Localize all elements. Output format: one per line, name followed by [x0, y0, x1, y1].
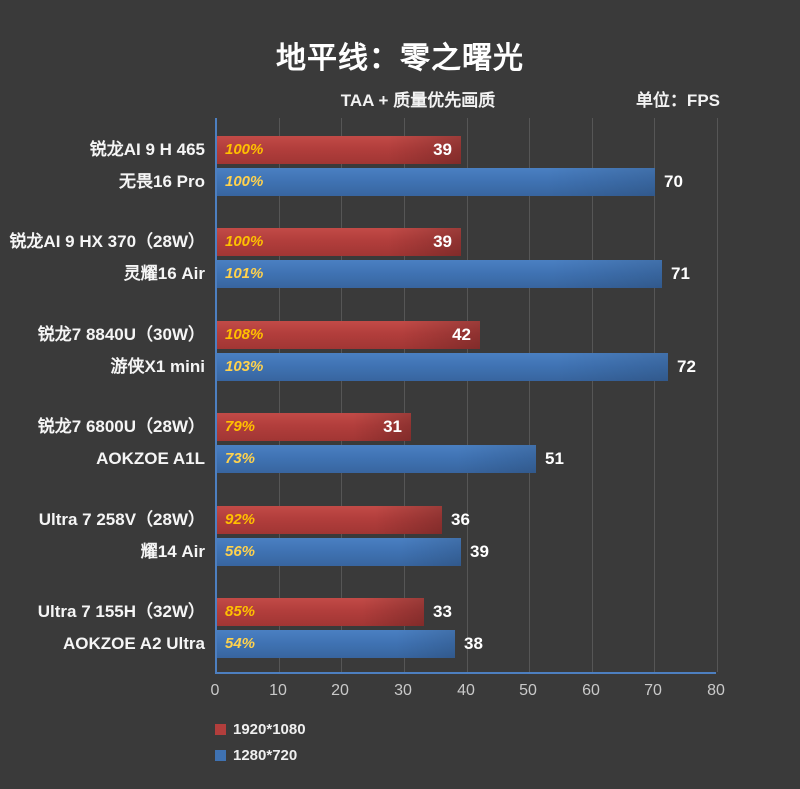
category-label-device: 耀14 Air: [140, 541, 205, 561]
chart-subtitle: TAA + 质量优先画质: [340, 91, 496, 110]
bar-group-2: 锐龙AI 9 HX 370（28W） 灵耀16 Air 100% 39 101% 71: [0, 210, 800, 303]
percent-label: 108%: [225, 325, 264, 343]
x-axis-tick-label: 10: [269, 682, 287, 699]
gridline-80: [717, 118, 718, 672]
percent-label: 79%: [225, 418, 256, 436]
bar-group-1: 锐龙AI 9 H 465 无畏16 Pro 100% 39 100% 70: [0, 118, 800, 211]
x-axis-tick-label: 20: [331, 682, 349, 699]
unit-label: 单位：FPS: [635, 91, 720, 110]
category-label-cpu: 锐龙7 8840U（30W）: [37, 324, 205, 344]
percent-label: 100%: [225, 233, 264, 251]
category-label-device: 灵耀16 Air: [123, 264, 205, 284]
plot-area: [215, 118, 718, 674]
bar-1280x720: 73% 51: [217, 445, 564, 474]
value-label: 42: [452, 324, 471, 344]
value-label: 51: [545, 449, 564, 469]
x-axis-tick-label: 30: [394, 682, 412, 699]
x-axis-tick-label: 60: [582, 682, 600, 699]
percent-label: 100%: [225, 173, 264, 190]
x-axis-tick-label: 50: [519, 682, 537, 699]
percent-label: 92%: [225, 510, 256, 528]
category-label-cpu: 锐龙AI 9 HX 370（28W）: [9, 232, 205, 252]
value-label: 70: [664, 172, 683, 191]
value-label: 72: [677, 356, 696, 376]
category-label-device: AOKZOE A2 Ultra: [62, 634, 205, 653]
bar-1920x1080: 92% 36: [217, 505, 470, 534]
category-label-cpu: 锐龙7 6800U（28W）: [37, 417, 205, 437]
legend-swatch-blue-icon: [215, 749, 226, 761]
bar-group-6: Ultra 7 155H（32W） AOKZOE A2 Ultra 85% 33 54%…: [0, 580, 800, 673]
bar-1920x1080: 108% 42: [217, 320, 480, 349]
percent-label: 101%: [225, 265, 264, 283]
bar-group-4: 锐龙7 6800U（28W） AOKZOE A1L 79% 31 73% 51: [0, 395, 800, 488]
percent-label: 54%: [225, 635, 256, 652]
legend-label: 1280*720: [233, 746, 298, 764]
gridline-70: [654, 118, 655, 672]
category-label-device: 游侠X1 mini: [110, 356, 205, 376]
x-axis-tick-label: 80: [707, 682, 725, 699]
value-label: 33: [433, 602, 452, 621]
bar-1920x1080: 85% 33: [217, 598, 452, 626]
value-label: 39: [433, 140, 452, 159]
bar-1280x720: 56% 39: [217, 537, 489, 566]
gridline-20: [341, 118, 342, 672]
value-label: 31: [383, 417, 402, 437]
bar-1280x720: 103% 72: [217, 352, 696, 381]
bar-1920x1080: 79% 31: [217, 413, 411, 442]
bar-1280x720: 101% 71: [217, 260, 690, 289]
gridline-60: [592, 118, 593, 672]
bar-1920x1080: 100% 39: [217, 136, 461, 164]
category-label-cpu: 锐龙AI 9 H 465: [89, 140, 205, 159]
value-label: 71: [671, 264, 690, 284]
chart-title: 地平线：零之曙光: [276, 42, 524, 75]
bar-1280x720: 54% 38: [217, 630, 483, 658]
x-axis-tick-label: 70: [644, 682, 662, 699]
category-label-cpu: Ultra 7 155H（32W）: [37, 602, 205, 621]
x-axis-tick-label: 0: [210, 682, 220, 699]
x-axis-tick-label: 40: [457, 682, 475, 699]
legend: 1920*1080 1280*720: [215, 719, 306, 771]
percent-label: 100%: [225, 141, 264, 158]
value-label: 36: [451, 509, 470, 529]
bar-group-3: 锐龙7 8840U（30W） 游侠X1 mini 108% 42 103% 72: [0, 303, 800, 396]
percent-label: 73%: [225, 450, 256, 468]
percent-label: 103%: [225, 357, 264, 375]
bar-group-5: Ultra 7 258V（28W） 耀14 Air 92% 36 56% 39: [0, 488, 800, 581]
gridline-10: [279, 118, 280, 672]
bar-1920x1080: 100% 39: [217, 228, 461, 257]
legend-item-1920x1080: 1920*1080: [215, 719, 306, 739]
gridline-40: [467, 118, 468, 672]
bar-1280x720: 100% 70: [217, 168, 683, 196]
value-label: 39: [470, 541, 489, 561]
value-label: 39: [433, 232, 452, 252]
category-label-cpu: Ultra 7 258V（28W）: [38, 509, 205, 529]
gridline-30: [404, 118, 405, 672]
legend-item-1280x720: 1280*720: [215, 745, 306, 765]
value-label: 38: [464, 634, 483, 653]
legend-label: 1920*1080: [233, 720, 306, 738]
percent-label: 56%: [225, 542, 256, 560]
gridline-50: [529, 118, 530, 672]
category-label-device: 无畏16 Pro: [119, 172, 205, 191]
legend-swatch-red-icon: [215, 723, 226, 735]
percent-label: 85%: [225, 603, 256, 620]
category-label-device: AOKZOE A1L: [96, 449, 205, 469]
